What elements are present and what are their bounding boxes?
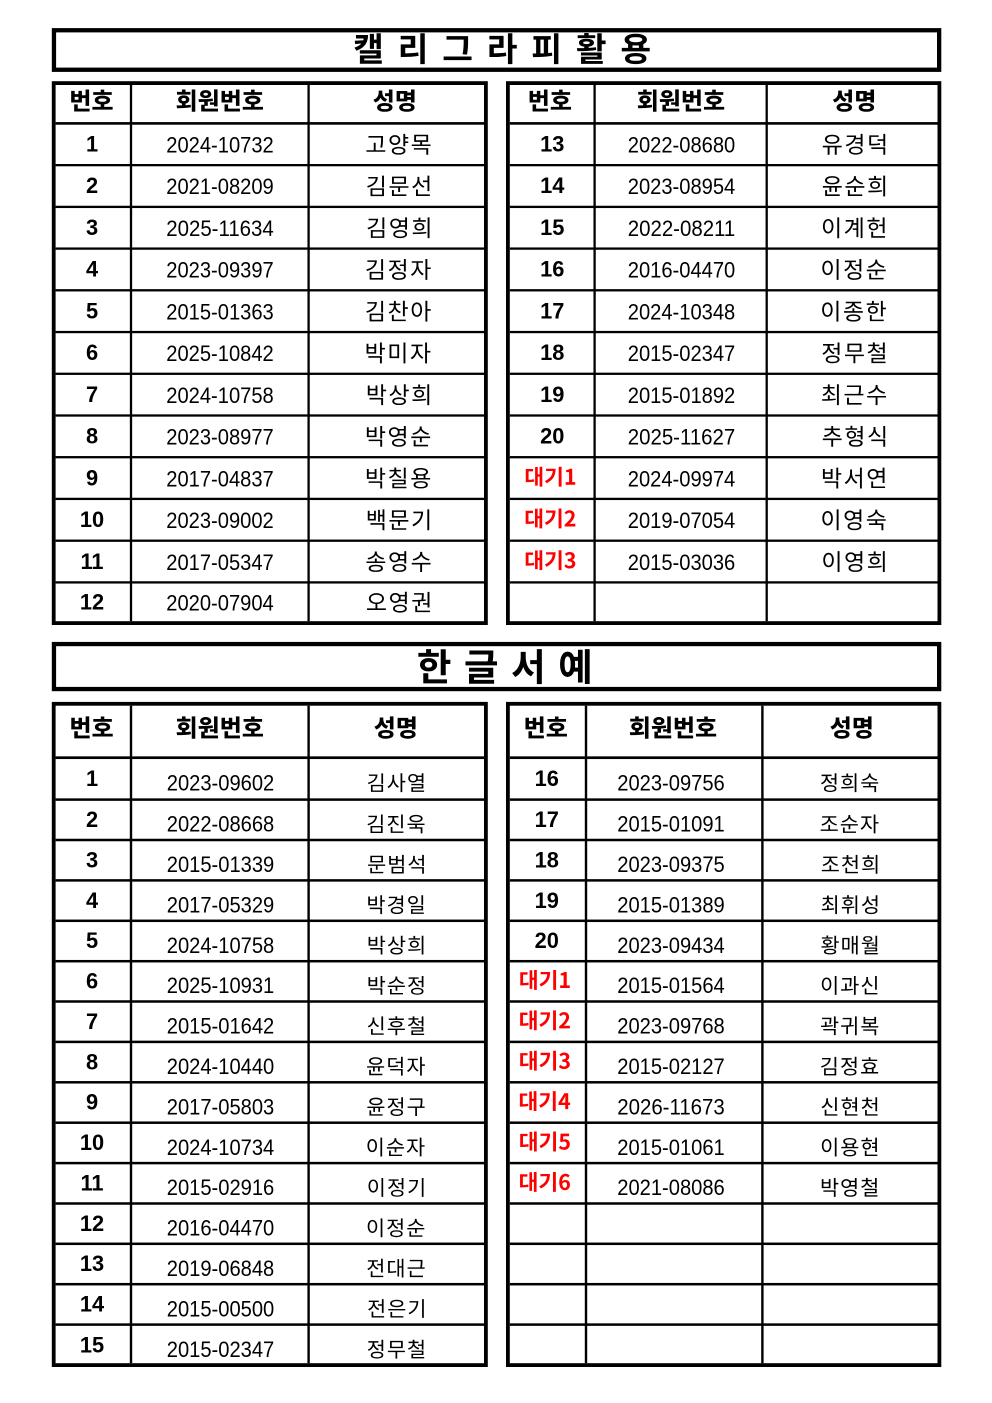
- svg-text:2015-01642: 2015-01642: [167, 1014, 275, 1039]
- svg-text:5: 5: [86, 928, 98, 953]
- svg-text:2024-10440: 2024-10440: [167, 1054, 275, 1079]
- svg-text:2025-11627: 2025-11627: [628, 425, 736, 450]
- svg-text:2015-01892: 2015-01892: [628, 383, 736, 408]
- svg-text:18: 18: [535, 847, 559, 872]
- svg-text:2021-08086: 2021-08086: [617, 1175, 725, 1200]
- svg-text:2024-10734: 2024-10734: [167, 1135, 275, 1160]
- svg-text:2024-10348: 2024-10348: [628, 299, 736, 324]
- svg-text:2016-04470: 2016-04470: [167, 1216, 275, 1241]
- svg-text:2017-05347: 2017-05347: [166, 550, 274, 575]
- svg-text:9: 9: [86, 1090, 98, 1115]
- svg-text:2025-10931: 2025-10931: [167, 973, 275, 998]
- svg-text:2025-11634: 2025-11634: [166, 216, 274, 241]
- svg-text:11: 11: [80, 1171, 103, 1196]
- svg-text:2023-09768: 2023-09768: [617, 1014, 725, 1039]
- svg-text:2019-06848: 2019-06848: [167, 1256, 275, 1281]
- svg-text:11: 11: [80, 549, 103, 574]
- svg-text:17: 17: [540, 298, 564, 323]
- svg-text:2017-05803: 2017-05803: [167, 1094, 275, 1119]
- svg-text:6: 6: [86, 340, 98, 365]
- svg-text:17: 17: [535, 807, 559, 832]
- svg-text:2017-04837: 2017-04837: [166, 466, 274, 491]
- svg-text:2015-00500: 2015-00500: [167, 1296, 275, 1321]
- svg-text:20: 20: [540, 424, 564, 449]
- svg-text:13: 13: [540, 132, 564, 157]
- svg-text:2022-08211: 2022-08211: [628, 216, 736, 241]
- svg-text:16: 16: [540, 257, 564, 282]
- svg-text:1: 1: [86, 766, 98, 791]
- svg-text:2015-02347: 2015-02347: [628, 341, 736, 366]
- svg-text:2015-01564: 2015-01564: [617, 973, 725, 998]
- svg-text:12: 12: [80, 589, 104, 614]
- svg-text:2025-10842: 2025-10842: [166, 341, 274, 366]
- svg-text:4: 4: [86, 888, 98, 913]
- svg-text:2023-09002: 2023-09002: [166, 508, 274, 533]
- svg-text:9: 9: [86, 465, 98, 490]
- svg-text:2023-09756: 2023-09756: [617, 771, 725, 796]
- svg-text:2022-08680: 2022-08680: [628, 133, 736, 158]
- svg-text:2023-09397: 2023-09397: [166, 258, 274, 283]
- svg-text:10: 10: [80, 507, 104, 532]
- svg-text:13: 13: [80, 1251, 104, 1276]
- svg-text:2024-09974: 2024-09974: [628, 466, 736, 491]
- svg-text:2023-08977: 2023-08977: [166, 425, 274, 450]
- svg-text:2015-01339: 2015-01339: [167, 852, 275, 877]
- svg-text:2021-08209: 2021-08209: [166, 174, 274, 199]
- svg-text:12: 12: [80, 1211, 104, 1236]
- svg-text:2015-01389: 2015-01389: [617, 893, 725, 918]
- svg-text:2022-08668: 2022-08668: [167, 812, 275, 837]
- svg-text:19: 19: [535, 888, 559, 913]
- svg-text:3: 3: [86, 215, 98, 240]
- svg-text:14: 14: [80, 1292, 104, 1317]
- svg-text:8: 8: [86, 1049, 98, 1074]
- svg-text:2024-10758: 2024-10758: [167, 933, 275, 958]
- svg-text:7: 7: [86, 1009, 98, 1034]
- svg-text:4: 4: [86, 257, 98, 282]
- svg-text:19: 19: [540, 382, 564, 407]
- svg-text:2017-05329: 2017-05329: [167, 893, 275, 918]
- svg-text:8: 8: [86, 424, 98, 449]
- svg-text:2024-10732: 2024-10732: [166, 133, 274, 158]
- svg-text:16: 16: [535, 766, 559, 791]
- svg-text:2019-07054: 2019-07054: [628, 508, 736, 533]
- svg-text:18: 18: [540, 340, 564, 365]
- svg-text:5: 5: [86, 298, 98, 323]
- svg-text:2024-10758: 2024-10758: [166, 383, 274, 408]
- svg-text:3: 3: [86, 847, 98, 872]
- svg-text:2023-09375: 2023-09375: [617, 852, 725, 877]
- svg-text:2015-01091: 2015-01091: [617, 812, 725, 837]
- svg-text:2016-04470: 2016-04470: [628, 258, 736, 283]
- svg-text:2: 2: [86, 173, 98, 198]
- svg-text:7: 7: [86, 382, 98, 407]
- svg-text:6: 6: [86, 969, 98, 994]
- svg-text:20: 20: [535, 928, 559, 953]
- svg-text:2015-02127: 2015-02127: [617, 1054, 725, 1079]
- svg-text:2026-11673: 2026-11673: [617, 1094, 725, 1119]
- svg-text:2015-01363: 2015-01363: [166, 299, 274, 324]
- svg-text:2020-07904: 2020-07904: [166, 590, 274, 615]
- svg-text:2023-09434: 2023-09434: [617, 933, 725, 958]
- svg-text:15: 15: [540, 215, 564, 240]
- svg-text:2015-02916: 2015-02916: [167, 1175, 275, 1200]
- svg-text:2023-08954: 2023-08954: [628, 174, 736, 199]
- svg-text:2015-02347: 2015-02347: [167, 1337, 275, 1362]
- svg-text:2: 2: [86, 807, 98, 832]
- svg-text:2015-03036: 2015-03036: [628, 550, 736, 575]
- svg-text:2023-09602: 2023-09602: [167, 771, 275, 796]
- svg-text:14: 14: [540, 173, 564, 198]
- svg-text:10: 10: [80, 1130, 104, 1155]
- svg-text:1: 1: [86, 132, 98, 157]
- svg-text:15: 15: [80, 1332, 104, 1357]
- svg-text:2015-01061: 2015-01061: [617, 1135, 725, 1160]
